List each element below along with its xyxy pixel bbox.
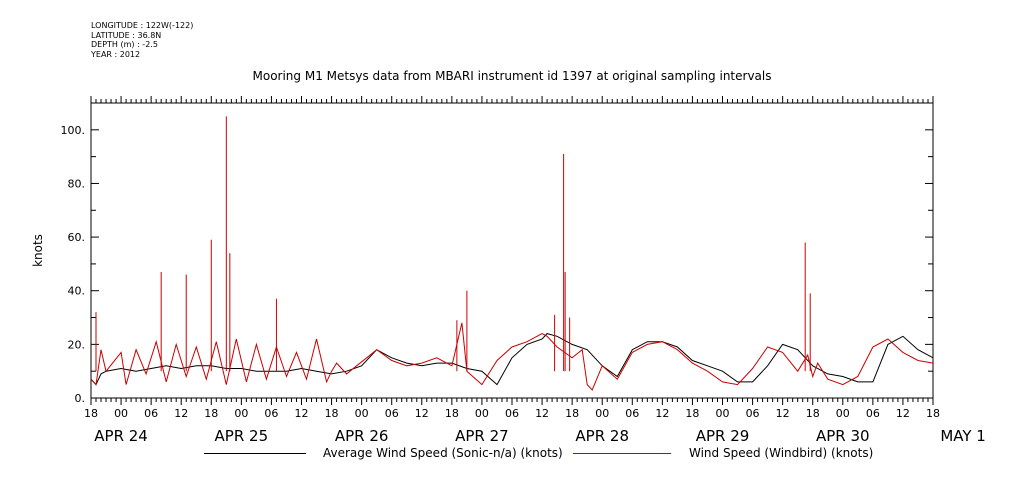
x-tick-label: 18 [926,407,940,420]
x-tick-label: 06 [144,407,158,420]
x-tick-label: 06 [866,407,880,420]
x-tick-label: 00 [836,407,850,420]
meta-latitude: LATITUDE : 36.8N [91,30,162,40]
series-line-average [90,333,934,386]
y-tick-label: 100. [61,124,86,137]
y-axis-label: knots [31,234,45,267]
x-tick-label: 18 [565,407,579,420]
x-tick-label: 12 [295,407,309,420]
x-tick-label: 00 [355,407,369,420]
meta-longitude: LONGITUDE : 122W(-122) [91,21,194,30]
x-tick-label: 06 [746,407,760,420]
x-tick-label: 18 [685,407,699,420]
x-tick-label: 12 [896,407,910,420]
x-tick-label: 00 [595,407,609,420]
x-tick-label: 12 [776,407,790,420]
x-date-label: APR 30 [816,427,870,445]
x-tick-label: 00 [475,407,489,420]
x-tick-label: 18 [84,407,98,420]
x-date-label: MAY 1 [940,427,986,445]
x-tick-label: 18 [445,407,459,420]
y-tick-label: 60. [68,231,86,244]
x-tick-label: 18 [325,407,339,420]
x-tick-label: 00 [716,407,730,420]
y-tick-label: 40. [68,285,86,298]
x-date-label: APR 27 [455,427,509,445]
x-tick-label: 12 [174,407,188,420]
y-tick-label: 20. [68,338,86,351]
x-date-label: APR 28 [575,427,629,445]
y-tick-label: 0. [75,392,86,405]
x-date-label: APR 26 [335,427,389,445]
y-tick-label: 80. [68,177,86,190]
x-tick-label: 12 [535,407,549,420]
meta-depth: DEPTH (m) : -2.5 [91,40,158,49]
x-tick-label: 00 [114,407,128,420]
x-tick-label: 06 [264,407,278,420]
x-tick-label: 06 [385,407,399,420]
series-line-windbird [90,322,934,391]
x-tick-label: 00 [234,407,248,420]
legend-line-average [204,453,306,454]
x-tick-label: 18 [204,407,218,420]
x-tick-label: 12 [415,407,429,420]
meta-year: YEAR : 2012 [91,49,141,59]
x-tick-label: 06 [505,407,519,420]
x-date-label: APR 29 [696,427,750,445]
x-tick-label: 18 [806,407,820,420]
x-tick-label: 12 [655,407,669,420]
legend-label-windbird: Wind Speed (Windbird) (knots) [689,446,874,460]
legend-label-average: Average Wind Speed (Sonic-n/a) (knots) [323,446,563,460]
x-tick-label: 06 [625,407,639,420]
x-date-label: APR 24 [94,427,148,445]
plot-frame [90,102,934,399]
chart-title: Mooring M1 Metsys data from MBARI instru… [253,69,772,83]
metadata-block: LONGITUDE : 122W(-122) LATITUDE : 36.8N … [91,21,193,59]
legend-line-windbird [573,453,671,454]
x-date-label: APR 25 [215,427,269,445]
